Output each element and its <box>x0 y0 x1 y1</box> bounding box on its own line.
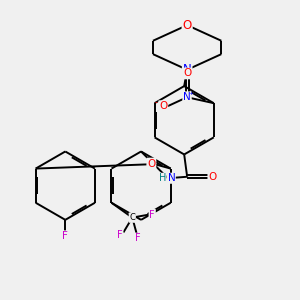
Text: O: O <box>159 101 167 111</box>
Text: N: N <box>183 63 191 76</box>
Text: F: F <box>62 231 68 241</box>
Text: H: H <box>159 173 166 183</box>
Text: C: C <box>129 213 135 222</box>
Text: O: O <box>147 158 155 169</box>
Text: -: - <box>155 98 158 107</box>
Text: N: N <box>167 173 175 183</box>
Text: N: N <box>183 92 191 102</box>
Text: O: O <box>183 68 191 79</box>
Text: F: F <box>135 233 141 243</box>
Text: O: O <box>208 172 217 182</box>
Text: F: F <box>149 210 155 220</box>
Text: F: F <box>117 230 123 241</box>
Text: +: + <box>188 91 194 96</box>
Text: O: O <box>182 19 192 32</box>
